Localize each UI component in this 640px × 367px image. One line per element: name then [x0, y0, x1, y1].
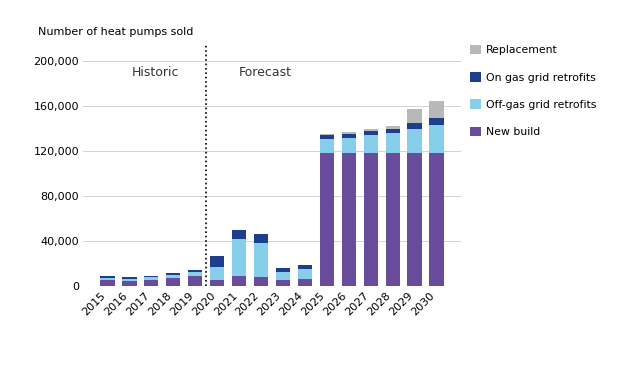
- Bar: [429, 119, 444, 125]
- Bar: [408, 153, 422, 286]
- Bar: [342, 134, 356, 138]
- Bar: [210, 266, 224, 280]
- Bar: [100, 276, 115, 278]
- Bar: [122, 279, 136, 281]
- Bar: [408, 128, 422, 153]
- Text: Forecast: Forecast: [239, 66, 292, 79]
- Text: Historic: Historic: [132, 66, 179, 79]
- Bar: [364, 131, 378, 135]
- Bar: [364, 129, 378, 131]
- Legend: Replacement, On gas grid retrofits, Off-gas grid retrofits, New build: Replacement, On gas grid retrofits, Off-…: [470, 45, 596, 137]
- Bar: [276, 280, 290, 286]
- Bar: [364, 153, 378, 286]
- Bar: [429, 125, 444, 153]
- Bar: [254, 277, 268, 286]
- Bar: [298, 279, 312, 286]
- Bar: [276, 268, 290, 272]
- Bar: [122, 281, 136, 286]
- Bar: [429, 153, 444, 286]
- Bar: [188, 276, 202, 286]
- Bar: [276, 272, 290, 280]
- Bar: [188, 272, 202, 276]
- Bar: [429, 102, 444, 119]
- Bar: [408, 109, 422, 123]
- Bar: [320, 153, 334, 286]
- Text: Number of heat pumps sold: Number of heat pumps sold: [38, 27, 193, 37]
- Bar: [232, 239, 246, 276]
- Bar: [166, 275, 180, 278]
- Bar: [298, 269, 312, 279]
- Bar: [320, 134, 334, 135]
- Bar: [364, 135, 378, 153]
- Bar: [320, 139, 334, 153]
- Bar: [188, 270, 202, 272]
- Bar: [342, 132, 356, 134]
- Bar: [408, 123, 422, 128]
- Bar: [320, 135, 334, 139]
- Bar: [100, 278, 115, 280]
- Bar: [342, 153, 356, 286]
- Bar: [298, 265, 312, 269]
- Bar: [342, 138, 356, 153]
- Bar: [385, 153, 400, 286]
- Bar: [144, 277, 159, 280]
- Bar: [385, 128, 400, 133]
- Bar: [385, 126, 400, 128]
- Bar: [385, 133, 400, 153]
- Bar: [210, 257, 224, 266]
- Bar: [210, 280, 224, 286]
- Bar: [232, 230, 246, 239]
- Bar: [166, 273, 180, 275]
- Bar: [100, 280, 115, 286]
- Bar: [254, 243, 268, 277]
- Bar: [254, 235, 268, 243]
- Bar: [144, 276, 159, 277]
- Bar: [122, 277, 136, 279]
- Bar: [144, 280, 159, 286]
- Bar: [166, 278, 180, 286]
- Bar: [232, 276, 246, 286]
